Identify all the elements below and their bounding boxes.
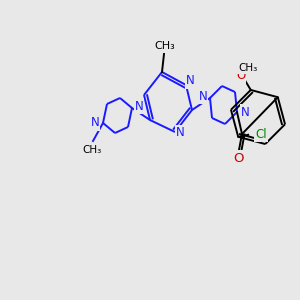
- Text: N: N: [199, 89, 207, 103]
- Text: N: N: [176, 127, 184, 140]
- Text: CH₃: CH₃: [154, 41, 176, 51]
- Text: CH₃: CH₃: [238, 63, 257, 73]
- Text: CH₃: CH₃: [82, 145, 102, 155]
- Text: N: N: [186, 74, 194, 88]
- Text: O: O: [236, 70, 245, 83]
- Text: O: O: [233, 152, 243, 164]
- Text: N: N: [135, 100, 143, 112]
- Text: N: N: [91, 116, 99, 130]
- Text: Cl: Cl: [255, 128, 267, 141]
- Text: N: N: [241, 106, 249, 118]
